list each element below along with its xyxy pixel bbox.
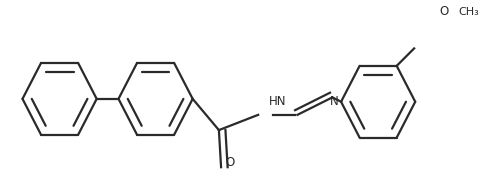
Text: N: N bbox=[330, 94, 338, 108]
Text: HN: HN bbox=[269, 94, 286, 108]
Text: O: O bbox=[438, 5, 447, 18]
Text: O: O bbox=[225, 156, 234, 169]
Text: CH₃: CH₃ bbox=[458, 7, 479, 17]
